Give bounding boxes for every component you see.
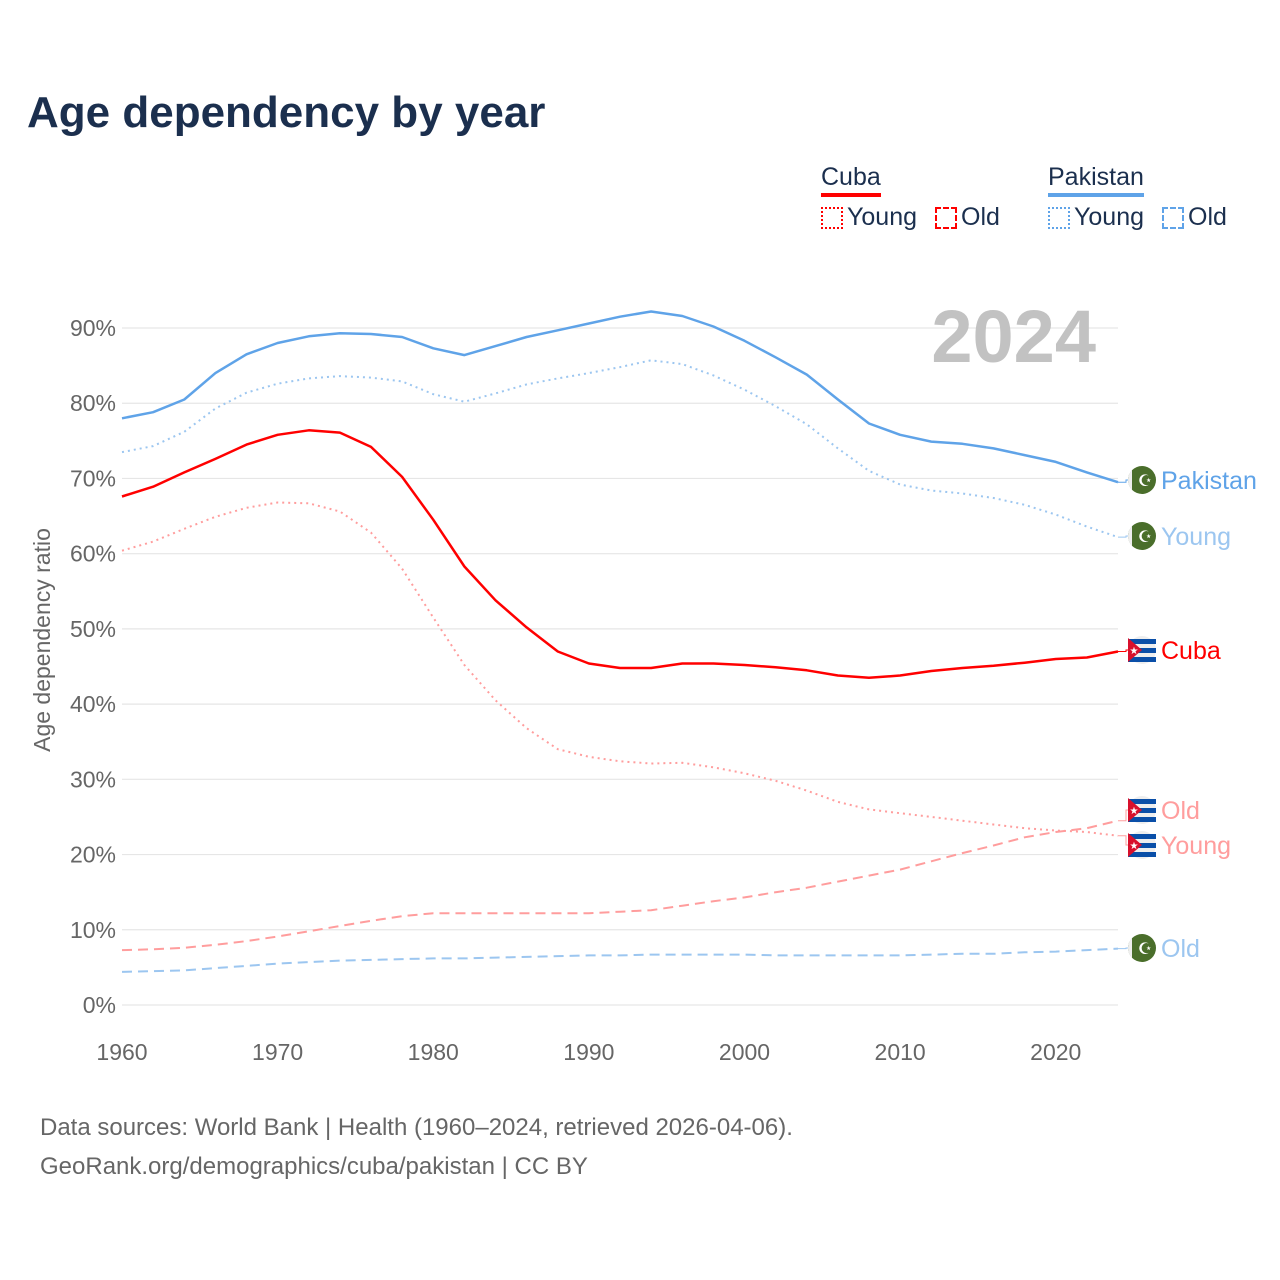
cuba-flag-triangle-icon	[1128, 833, 1142, 857]
x-tick-label: 2010	[875, 1039, 926, 1065]
y-tick-label: 10%	[70, 917, 116, 943]
star-icon: ★	[1130, 646, 1139, 657]
y-tick-label: 80%	[70, 390, 116, 416]
source-line-1: Data sources: World Bank | Health (1960–…	[40, 1114, 793, 1141]
legend-cuba-old: Old	[961, 203, 1000, 231]
y-tick-label: 30%	[70, 766, 116, 792]
legend-pakistan-young: Young	[1074, 203, 1144, 231]
end-label: Young	[1161, 832, 1231, 860]
cuba-flag-triangle-icon	[1128, 638, 1142, 662]
x-tick-label: 2000	[719, 1039, 770, 1065]
series-line-pakistan	[121, 310, 1119, 484]
y-tick-label: 0%	[83, 992, 116, 1018]
legend-pakistan-label: Pakistan	[1048, 163, 1144, 197]
x-tick-label: 1970	[252, 1039, 303, 1065]
source-note: Data sources: World Bank | Health (1960–…	[40, 1108, 793, 1186]
cuba-flag-stripe-icon	[1128, 808, 1156, 813]
year-watermark: 2024	[931, 295, 1096, 378]
x-tick-label: 1960	[96, 1039, 147, 1065]
source-line-2: GeoRank.org/demographics/cuba/pakistan |…	[40, 1153, 588, 1180]
y-tick-label: 20%	[70, 842, 116, 868]
y-tick-label: 70%	[70, 465, 116, 491]
star-icon: ★	[1130, 841, 1139, 852]
x-tick-label: 1980	[408, 1039, 459, 1065]
y-tick-label: 50%	[70, 616, 116, 642]
legend-young-swatch-icon	[1048, 206, 1070, 229]
x-tick-label: 2020	[1030, 1039, 1081, 1065]
cuba-flag-stripe-icon	[1128, 817, 1156, 822]
end-label: Cuba	[1161, 637, 1221, 665]
series-line-cuba	[121, 429, 1119, 680]
end-label: Old	[1161, 935, 1200, 963]
crescent-icon: ☪	[1138, 529, 1152, 546]
legend-old-swatch-icon	[935, 206, 957, 229]
cuba-flag-stripe-icon	[1128, 834, 1156, 839]
legend-young-swatch-icon	[821, 206, 843, 229]
pakistan-flag-stripe-icon	[1127, 470, 1132, 490]
series-line-cuba-old	[121, 819, 1119, 952]
cuba-flag-triangle-icon	[1128, 798, 1142, 822]
end-label: Young	[1161, 523, 1231, 551]
x-tick-label: 1990	[563, 1039, 614, 1065]
y-tick-label: 60%	[70, 541, 116, 567]
pakistan-flag-stripe-icon	[1127, 938, 1132, 958]
star-icon: ★	[1130, 806, 1139, 817]
cuba-flag-stripe-icon	[1128, 843, 1156, 848]
series-line-cuba-young	[121, 501, 1119, 837]
legend-pakistan: Pakistan Young Old	[1048, 163, 1227, 232]
series-line-pakistan-young	[121, 359, 1119, 539]
end-label: Pakistan	[1161, 467, 1257, 495]
series-line-pakistan-old	[121, 947, 1119, 973]
end-label: Old	[1161, 797, 1200, 825]
cuba-flag-stripe-icon	[1128, 799, 1156, 804]
y-axis-label: Age dependency ratio	[29, 528, 55, 752]
pakistan-flag-icon	[1128, 934, 1156, 962]
cuba-flag-stripe-icon	[1128, 852, 1156, 857]
cuba-flag-stripe-icon	[1128, 648, 1156, 653]
chart-title: Age dependency by year	[27, 88, 546, 137]
legend-old-swatch-icon	[1162, 206, 1184, 229]
y-tick-label: 40%	[70, 691, 116, 717]
crescent-icon: ☪	[1138, 473, 1152, 490]
pakistan-flag-stripe-icon	[1127, 526, 1132, 546]
pakistan-flag-icon	[1128, 522, 1156, 550]
legend-cuba-young: Young	[847, 203, 917, 231]
legend-cuba: Cuba Young Old	[821, 163, 1000, 232]
y-tick-label: 90%	[70, 315, 116, 341]
pakistan-flag-icon	[1128, 466, 1156, 494]
cuba-flag-stripe-icon	[1128, 639, 1156, 644]
crescent-icon: ☪	[1138, 941, 1152, 958]
legend-cuba-label: Cuba	[821, 163, 881, 197]
legend-pakistan-old: Old	[1188, 203, 1227, 231]
cuba-flag-stripe-icon	[1128, 657, 1156, 662]
